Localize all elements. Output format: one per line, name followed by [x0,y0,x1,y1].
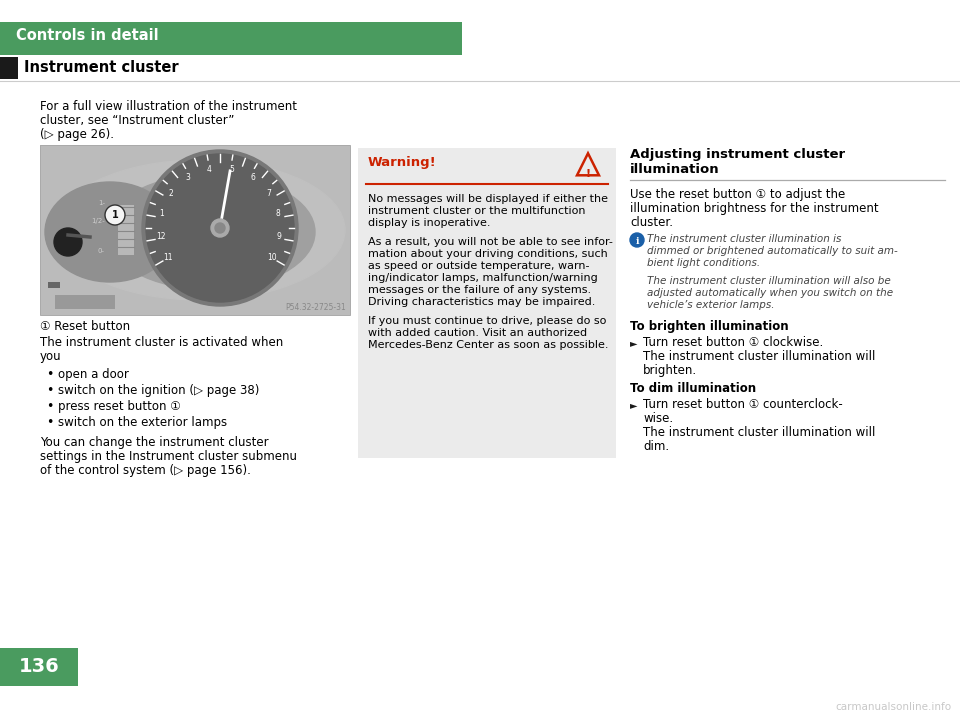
Bar [118,205,134,255]
Text: Driving characteristics may be impaired.: Driving characteristics may be impaired. [368,297,595,307]
Text: you: you [40,350,61,363]
Text: !: ! [586,169,590,179]
Text: cluster.: cluster. [630,216,673,229]
Text: (▷ page 26).: (▷ page 26). [40,128,114,141]
Text: P54.32-2725-31: P54.32-2725-31 [285,303,346,312]
Text: 6: 6 [250,173,254,182]
Text: open a door: open a door [58,368,129,381]
Circle shape [54,228,82,256]
Text: If you must continue to drive, please do so: If you must continue to drive, please do… [368,316,607,326]
Text: No messages will be displayed if either the: No messages will be displayed if either … [368,194,608,204]
Text: 1: 1 [111,210,118,220]
Text: bient light conditions.: bient light conditions. [647,258,760,268]
Text: with added caution. Visit an authorized: with added caution. Visit an authorized [368,328,588,338]
Ellipse shape [45,182,175,282]
Text: 1-: 1- [98,200,105,206]
Text: ing/indicator lamps, malfunction/warning: ing/indicator lamps, malfunction/warning [368,273,598,283]
Text: 8: 8 [276,210,280,218]
Text: Turn reset button ① clockwise.: Turn reset button ① clockwise. [643,336,824,349]
Text: carmanualsonline.info: carmanualsonline.info [836,702,952,712]
Text: ►: ► [630,400,637,410]
Text: dim.: dim. [643,440,669,453]
Text: as speed or outside temperature, warn-: as speed or outside temperature, warn- [368,261,589,271]
Text: Mercedes-Benz Center as soon as possible.: Mercedes-Benz Center as soon as possible… [368,340,609,350]
Bar [48,282,60,288]
Text: dimmed or brightened automatically to suit am-: dimmed or brightened automatically to su… [647,246,898,256]
Text: As a result, you will not be able to see infor-: As a result, you will not be able to see… [368,237,612,247]
Bar [358,148,616,458]
Text: •: • [46,368,54,381]
Text: 10: 10 [267,253,276,263]
Text: The instrument cluster illumination is: The instrument cluster illumination is [647,234,841,244]
Bar [0,22,462,55]
Text: Adjusting instrument cluster
illumination: Adjusting instrument cluster illuminatio… [630,148,845,176]
Text: switch on the ignition (▷ page 38): switch on the ignition (▷ page 38) [58,384,259,397]
Text: illumination brightness for the instrument: illumination brightness for the instrume… [630,202,878,215]
Text: display is inoperative.: display is inoperative. [368,218,491,228]
Text: 1/2-: 1/2- [91,218,105,224]
Circle shape [142,150,298,306]
Text: brighten.: brighten. [643,364,697,377]
Circle shape [105,205,125,225]
Text: ① Reset button: ① Reset button [40,320,131,333]
Text: 7: 7 [267,189,272,198]
Text: For a full view illustration of the instrument: For a full view illustration of the inst… [40,100,297,113]
Text: To brighten illumination: To brighten illumination [630,320,788,333]
Text: Turn reset button ① counterclock-: Turn reset button ① counterclock- [643,398,843,411]
Text: 11: 11 [163,253,173,263]
Text: vehicle’s exterior lamps.: vehicle’s exterior lamps. [647,300,775,310]
Text: messages or the failure of any systems.: messages or the failure of any systems. [368,285,591,295]
Text: 0-: 0- [98,248,105,254]
Text: To dim illumination: To dim illumination [630,382,756,395]
Text: settings in the Instrument cluster submenu: settings in the Instrument cluster subme… [40,450,297,463]
Bar [55,295,115,309]
Text: •: • [46,416,54,429]
Text: adjusted automatically when you switch on the: adjusted automatically when you switch o… [647,288,893,298]
Text: The instrument cluster illumination will: The instrument cluster illumination will [643,426,876,439]
Ellipse shape [105,174,315,289]
Text: 4: 4 [206,165,211,174]
Text: wise.: wise. [643,412,673,425]
Text: cluster, see “Instrument cluster”: cluster, see “Instrument cluster” [40,114,234,127]
Text: press reset button ①: press reset button ① [58,400,180,413]
Text: mation about your driving conditions, such: mation about your driving conditions, su… [368,249,608,259]
Bar [40,145,350,315]
Text: You can change the instrument cluster: You can change the instrument cluster [40,436,269,449]
Bar [40,145,350,315]
Circle shape [215,223,225,233]
Text: switch on the exterior lamps: switch on the exterior lamps [58,416,228,429]
Bar [0,648,78,686]
Text: The instrument cluster is activated when: The instrument cluster is activated when [40,336,283,349]
Text: Controls in detail: Controls in detail [16,28,158,43]
Bar [0,57,18,79]
Text: 2: 2 [169,189,174,198]
Text: instrument cluster or the multifunction: instrument cluster or the multifunction [368,206,586,216]
Text: ►: ► [630,338,637,348]
Text: Instrument cluster: Instrument cluster [24,60,179,75]
Text: 9: 9 [276,232,282,241]
Circle shape [146,154,294,302]
Text: •: • [46,384,54,397]
Text: 3: 3 [185,173,190,182]
Circle shape [211,219,229,237]
Text: •: • [46,400,54,413]
Text: i: i [636,236,638,246]
Text: The instrument cluster illumination will also be: The instrument cluster illumination will… [647,276,891,286]
Ellipse shape [55,160,345,300]
Text: 12: 12 [156,232,165,241]
Text: 5: 5 [228,165,234,174]
Text: 136: 136 [18,657,60,677]
Text: of the control system (▷ page 156).: of the control system (▷ page 156). [40,464,251,477]
Text: The instrument cluster illumination will: The instrument cluster illumination will [643,350,876,363]
Text: 1: 1 [159,210,164,218]
Text: Warning!: Warning! [368,156,437,169]
Circle shape [630,233,644,247]
Text: Use the reset button ① to adjust the: Use the reset button ① to adjust the [630,188,845,201]
